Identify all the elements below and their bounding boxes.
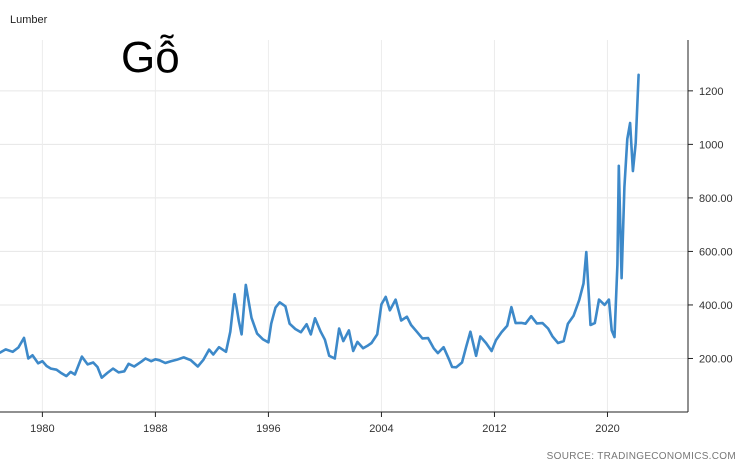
x-tick-label: 2004 [369,423,393,435]
x-tick-label: 1980 [30,423,54,435]
y-tick-label: 600.00 [699,246,733,258]
x-tick-label: 2012 [482,423,506,435]
x-tick-label: 1988 [143,423,167,435]
source-label: SOURCE: TRADINGECONOMICS.COM [546,451,736,462]
chart-title: Lumber [10,14,48,26]
x-tick-label: 2020 [595,423,619,435]
chart-annotation: Gỗ [121,33,180,82]
series-line [0,73,640,380]
y-tick-label: 200.00 [699,353,733,365]
y-tick-label: 1200 [699,86,723,98]
x-tick-label: 1996 [256,423,280,435]
y-tick-label: 1000 [699,139,723,151]
y-tick-label: 400.00 [699,300,733,312]
y-tick-label: 800.00 [699,193,733,205]
